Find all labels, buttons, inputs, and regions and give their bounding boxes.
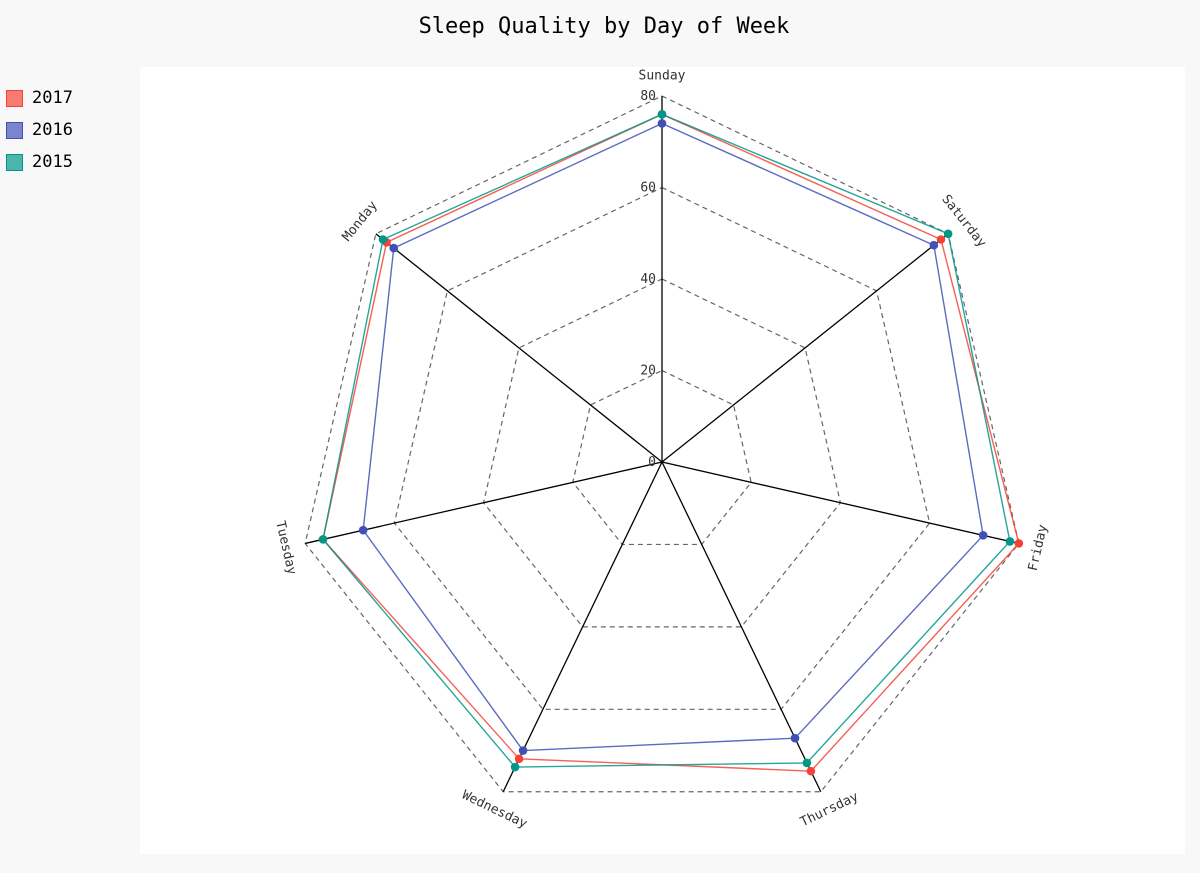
spoke-tuesday	[305, 461, 663, 545]
category-label: Thursday	[798, 789, 861, 830]
category-label: Wednesday	[460, 788, 530, 832]
data-point	[936, 235, 946, 244]
category-label: Tuesday	[272, 520, 299, 577]
legend-label: 2016	[32, 120, 73, 140]
data-point	[518, 746, 528, 755]
chart-title: Sleep Quality by Day of Week	[418, 14, 790, 39]
legend: 2017 2016 2015	[6, 82, 73, 178]
legend-swatch	[6, 153, 23, 171]
grid-ring-80	[304, 95, 1020, 793]
radar-chart: 0 20 40 60 80 Sunday Saturday Friday Thursday Wed…	[272, 69, 1051, 832]
legend-swatch	[6, 89, 23, 107]
series-2017	[318, 110, 1024, 776]
data-point	[389, 243, 399, 253]
legend-item[interactable]: 2016	[6, 114, 73, 146]
series-line	[322, 113, 1020, 772]
legend-swatch	[6, 121, 23, 139]
data-point	[657, 110, 667, 119]
data-point	[790, 733, 800, 743]
data-point	[514, 754, 524, 764]
legend-item[interactable]: 2015	[6, 146, 73, 178]
legend-label: 2017	[32, 88, 73, 108]
plot-area: 0 20 40 60 80 Sunday Saturday Friday Thursday Wed…	[140, 67, 1185, 854]
data-point	[802, 758, 812, 768]
radial-tick-label: 20	[640, 364, 656, 379]
series-line	[322, 113, 1011, 768]
data-point	[929, 240, 939, 250]
spoke-saturday	[661, 233, 949, 463]
series-line	[362, 122, 984, 752]
data-point	[806, 766, 816, 776]
radial-tick-label: 0	[648, 455, 656, 470]
category-label: Friday	[1026, 523, 1051, 572]
data-point	[378, 235, 388, 244]
grid-ring-60	[393, 186, 931, 710]
radial-tick-label: 60	[640, 181, 656, 196]
data-point	[943, 229, 953, 239]
spoke-friday	[661, 461, 1019, 545]
spoke-monday	[375, 233, 663, 463]
radial-ticks: 0 20 40 60 80	[640, 89, 656, 470]
radar-grid	[304, 95, 1020, 793]
data-point	[318, 535, 328, 544]
data-point	[978, 530, 988, 540]
series-2016	[358, 119, 988, 755]
data-point	[510, 762, 520, 772]
legend-label: 2015	[32, 152, 73, 172]
data-point	[657, 119, 667, 128]
series-2015	[318, 110, 1015, 772]
radial-tick-label: 80	[640, 89, 656, 104]
spoke-wednesday	[502, 461, 663, 793]
data-point	[1005, 537, 1015, 546]
category-label: Saturday	[938, 192, 989, 250]
data-point	[1014, 539, 1024, 548]
category-label: Sunday	[639, 69, 686, 84]
data-point	[358, 525, 368, 535]
grid-ring-20	[572, 369, 752, 546]
legend-item[interactable]: 2017	[6, 82, 73, 114]
radial-tick-label: 40	[640, 272, 656, 287]
